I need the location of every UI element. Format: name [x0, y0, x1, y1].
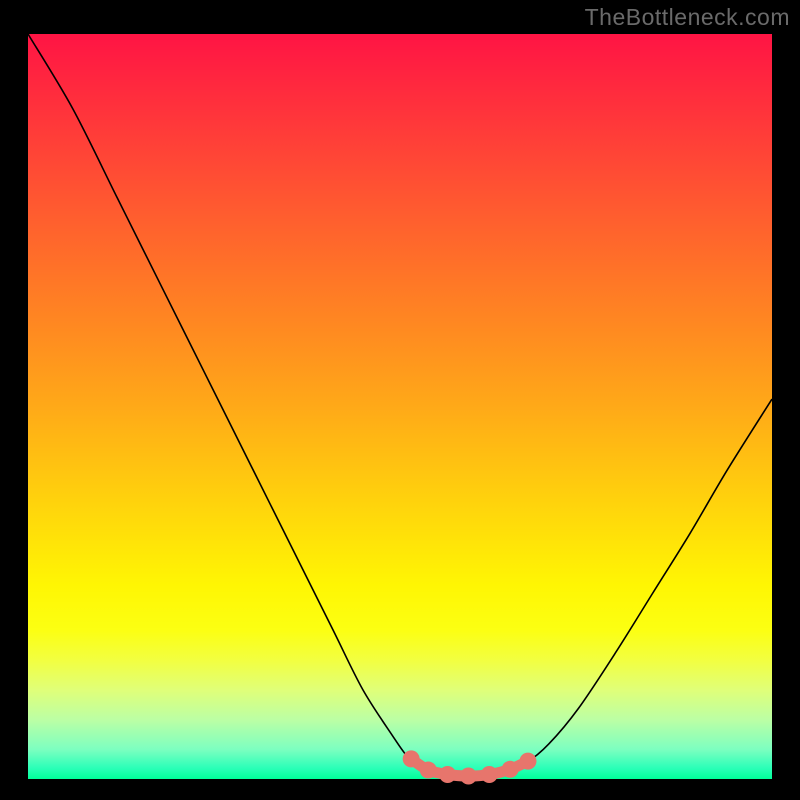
bottleneck-chart-canvas: TheBottleneck.com	[0, 0, 800, 800]
watermark-text: TheBottleneck.com	[585, 4, 790, 31]
plot-gradient-area	[28, 34, 772, 779]
